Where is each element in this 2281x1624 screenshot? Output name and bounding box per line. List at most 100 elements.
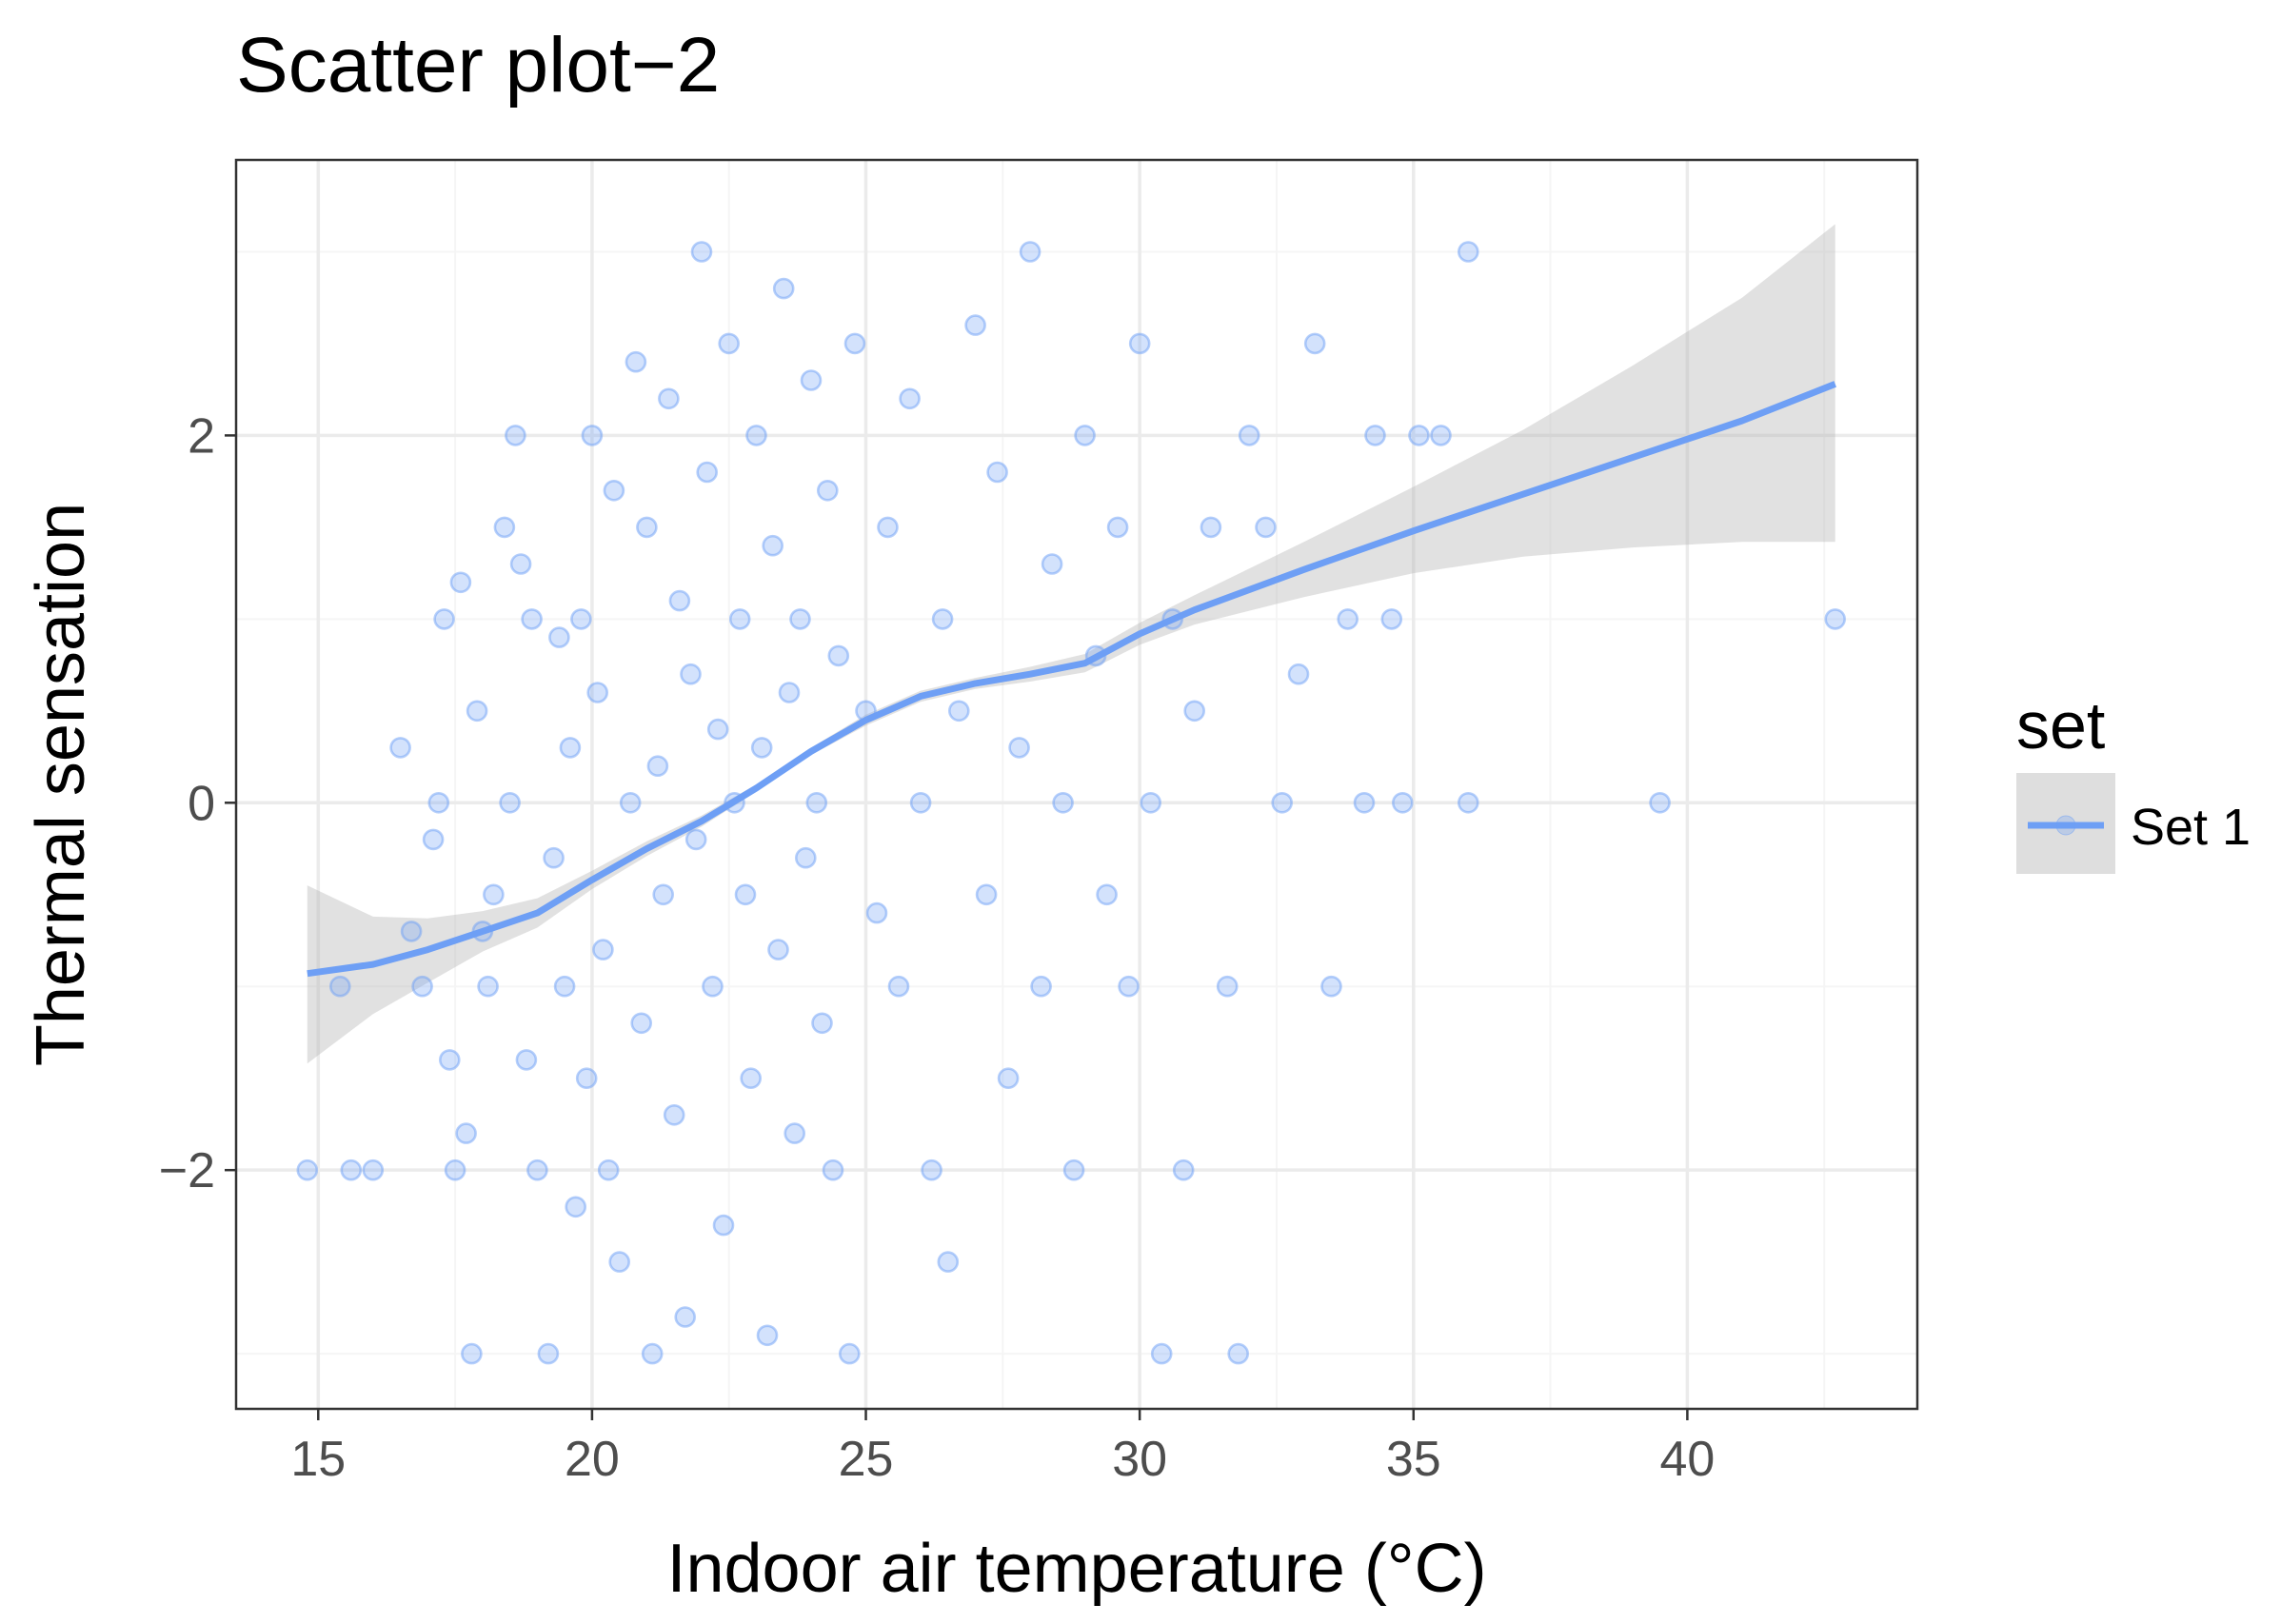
- data-point: [663, 1104, 685, 1126]
- data-point: [1271, 791, 1293, 814]
- x-tick-label: 30: [1112, 1432, 1167, 1487]
- y-axis-ticks: −2 0 2: [159, 408, 236, 1198]
- data-point: [296, 1159, 319, 1181]
- x-axis-ticks: 15 20 25 30 35 40: [290, 1409, 1715, 1487]
- data-point: [1041, 553, 1063, 575]
- data-point: [865, 901, 888, 924]
- data-point: [630, 1012, 653, 1035]
- data-points: [296, 241, 1846, 1365]
- data-point: [400, 921, 423, 942]
- x-tick-label: 20: [565, 1432, 620, 1487]
- x-tick-label: 35: [1386, 1432, 1441, 1487]
- y-axis-label: Thermal sensation: [23, 503, 99, 1066]
- data-point: [586, 682, 609, 703]
- data-point: [811, 1012, 833, 1035]
- data-point: [411, 975, 433, 998]
- data-point: [1380, 608, 1403, 630]
- data-point: [521, 608, 543, 630]
- data-point: [762, 534, 784, 557]
- data-point: [1287, 663, 1310, 685]
- data-point: [668, 589, 691, 612]
- data-point: [1392, 791, 1414, 814]
- data-point: [947, 700, 970, 723]
- data-point: [438, 1049, 461, 1071]
- data-point: [641, 1342, 664, 1365]
- data-point: [444, 1159, 466, 1181]
- data-point: [570, 608, 592, 630]
- data-point: [706, 718, 729, 741]
- data-point: [887, 975, 910, 998]
- data-point: [684, 828, 707, 851]
- data-point: [652, 883, 675, 906]
- data-point: [921, 1159, 942, 1181]
- data-point: [581, 425, 604, 446]
- data-point: [822, 1159, 844, 1181]
- data-point: [526, 1159, 548, 1181]
- data-point: [750, 737, 773, 759]
- data-point: [1227, 1342, 1249, 1365]
- data-point: [608, 1251, 631, 1273]
- data-point: [499, 791, 521, 814]
- data-point: [389, 737, 411, 759]
- legend: set Set 1: [2016, 688, 2251, 874]
- x-tick-label: 25: [839, 1432, 894, 1487]
- data-point: [986, 461, 1008, 484]
- data-point: [734, 883, 757, 906]
- data-point: [1150, 1342, 1173, 1365]
- data-point: [772, 277, 795, 300]
- data-point: [816, 479, 839, 502]
- data-point: [433, 608, 455, 630]
- data-point: [515, 1049, 538, 1071]
- data-point: [559, 737, 582, 759]
- data-point: [728, 608, 751, 630]
- data-point: [422, 828, 445, 851]
- data-point: [756, 1324, 779, 1347]
- data-point: [1320, 975, 1342, 998]
- data-point: [1458, 791, 1479, 814]
- data-point: [696, 461, 719, 484]
- data-point: [1337, 608, 1359, 630]
- data-point: [592, 939, 614, 961]
- data-point: [909, 791, 932, 814]
- data-point: [1074, 425, 1096, 446]
- legend-title: set: [2016, 688, 2105, 762]
- data-point: [505, 425, 526, 446]
- data-point: [340, 1159, 363, 1181]
- data-point: [1128, 332, 1151, 355]
- data-point: [997, 1067, 1020, 1089]
- data-point: [783, 1122, 806, 1144]
- minor-grid: [236, 160, 1917, 1409]
- x-tick-label: 40: [1659, 1432, 1715, 1487]
- data-point: [1649, 791, 1671, 814]
- data-point: [1255, 516, 1277, 539]
- y-tick-label: 2: [188, 408, 215, 464]
- data-point: [745, 425, 767, 446]
- y-tick-label: 0: [188, 776, 215, 831]
- data-point: [646, 755, 669, 778]
- data-point: [449, 571, 472, 594]
- plot-border: [234, 158, 1919, 1411]
- data-point: [674, 1306, 697, 1328]
- data-point: [800, 369, 823, 391]
- data-point: [362, 1159, 385, 1181]
- data-point: [636, 516, 658, 539]
- data-point: [493, 516, 516, 539]
- data-point: [931, 608, 954, 630]
- data-point: [1364, 425, 1386, 446]
- data-point: [603, 479, 625, 502]
- data-point: [1303, 332, 1326, 355]
- data-point: [1106, 516, 1129, 539]
- data-point: [658, 387, 680, 410]
- data-point: [1172, 1159, 1195, 1181]
- data-point: [575, 1067, 598, 1089]
- data-point: [455, 1122, 477, 1144]
- data-point: [427, 791, 450, 814]
- data-point: [712, 1214, 735, 1237]
- data-point: [466, 700, 488, 723]
- data-point: [483, 883, 505, 906]
- data-point: [718, 332, 741, 355]
- data-point: [838, 1342, 861, 1365]
- data-point: [1062, 1159, 1085, 1181]
- data-point: [1824, 608, 1846, 630]
